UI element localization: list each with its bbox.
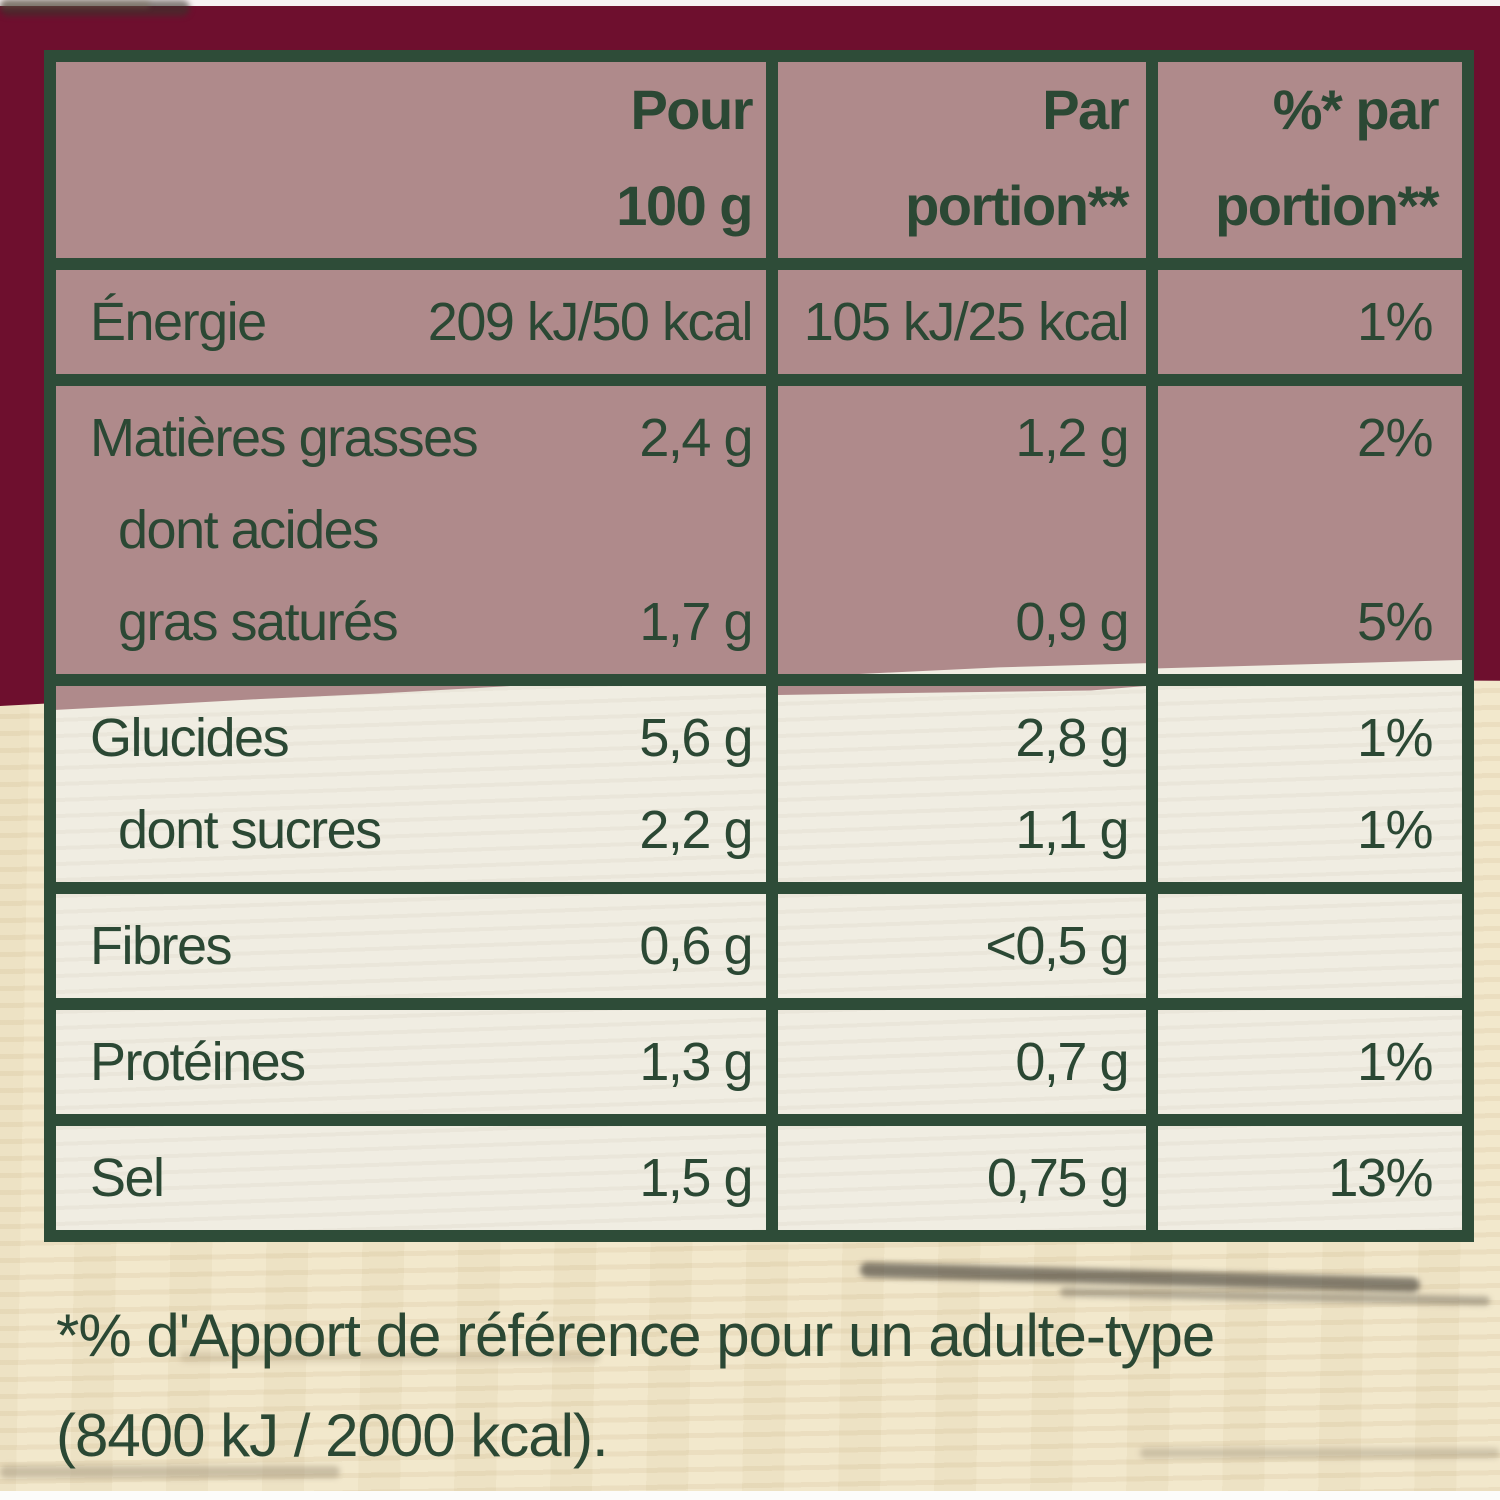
wood-streak (0, 0, 150, 8)
cell-per-portion: 0,7 g (766, 998, 1158, 1126)
table-row-energie: Énergie 209 kJ/50 kcal 105 kJ/25 kcal 1% (44, 258, 1474, 386)
nutrient-label: Énergie (90, 292, 267, 352)
per-100g-value: 1,3 g (639, 1032, 753, 1092)
cell-per-portion: <0,5 g (766, 882, 1158, 1010)
pct-portion-value: 13% (1328, 1148, 1433, 1208)
header-pct-per-portion: %* par portion** (1146, 50, 1474, 270)
cell-per-portion: 0,75 g (766, 1114, 1158, 1242)
nutrient-label: Protéines (90, 1032, 306, 1092)
per-portion-value: 0,7 g (1015, 1032, 1129, 1092)
per-100g-value: 5,6 g (639, 708, 753, 768)
pct-portion-value: 2% (1356, 408, 1434, 468)
wood-streak (1140, 1448, 1500, 1458)
per-portion-value: 2,8 g (1015, 708, 1129, 768)
cell-label-per100: Sel 1,5 g (44, 1114, 778, 1242)
table-row-fibres: Fibres 0,6 g <0,5 g (44, 882, 1474, 1010)
pct-portion-value (1164, 900, 1456, 992)
per-100g-value: 1,5 g (639, 1148, 753, 1208)
nutrient-label: Glucides (90, 708, 290, 768)
reference-intake-footnote: *% d'Apport de référence pour un adulte-… (56, 1302, 1215, 1469)
table-row-glucides: Glucides 5,6 g dont sucres 2,2 g 2,8 g 1… (44, 674, 1474, 894)
cell-label-per100: Glucides 5,6 g dont sucres 2,2 g (44, 674, 778, 894)
pct-portion-value: 1% (1356, 708, 1434, 768)
table-row-sel: Sel 1,5 g 0,75 g 13% (44, 1114, 1474, 1242)
header-per-portion: Par portion** (766, 50, 1158, 270)
table-row-proteines: Protéines 1,3 g 0,7 g 1% (44, 998, 1474, 1126)
nutrient-sublabel: dont acides (118, 500, 379, 560)
cell-label-per100: Fibres 0,6 g (44, 882, 778, 1010)
nutrition-table: Pour 100 g Par portion** %* par portion*… (44, 50, 1474, 1242)
nutrient-label: Matières grasses (90, 408, 479, 468)
cell-pct-portion: 1% (1146, 998, 1474, 1126)
pct-portion-value: 1% (1356, 292, 1434, 352)
table-header-row: Pour 100 g Par portion** %* par portion*… (44, 50, 1474, 270)
nutrient-sublabel: dont sucres (118, 800, 382, 860)
cell-pct-portion: 2% 5% (1146, 374, 1474, 686)
nutrient-label: Fibres (90, 916, 233, 976)
cell-pct-portion (1146, 882, 1474, 1010)
bottom-edge-strip (0, 1491, 1500, 1500)
pct-portion-value: 5% (1356, 592, 1434, 652)
per-100g-value: 1,7 g (639, 592, 753, 652)
per-100g-value: 0,6 g (639, 916, 753, 976)
nutrient-label: Sel (90, 1148, 165, 1208)
nutrient-sublabel: gras saturés (118, 592, 399, 652)
per-100g-value: 209 kJ/50 kcal (427, 292, 754, 352)
header-per-100g: Pour 100 g (44, 50, 778, 270)
per-portion-value: 1,1 g (1015, 800, 1129, 860)
per-portion-value: 105 kJ/25 kcal (803, 292, 1130, 352)
per-100g-value: 2,2 g (639, 800, 753, 860)
wood-streak (0, 1466, 340, 1478)
per-portion-value: <0,5 g (985, 916, 1129, 976)
cell-label-per100: Énergie 209 kJ/50 kcal (44, 258, 778, 386)
cell-pct-portion: 1% 1% (1146, 674, 1474, 894)
wood-streak (0, 0, 190, 16)
wood-streak (180, 1352, 600, 1362)
cell-per-portion: 105 kJ/25 kcal (766, 258, 1158, 386)
cell-label-per100: Matières grasses 2,4 g dont acides gras … (44, 374, 778, 686)
top-edge-strip (0, 0, 1500, 6)
cell-per-portion: 2,8 g 1,1 g (766, 674, 1158, 894)
table-row-matieres-grasses: Matières grasses 2,4 g dont acides gras … (44, 374, 1474, 686)
cell-label-per100: Protéines 1,3 g (44, 998, 778, 1126)
pct-portion-value: 1% (1356, 800, 1434, 860)
cell-pct-portion: 1% (1146, 258, 1474, 386)
per-portion-value: 0,75 g (986, 1148, 1130, 1208)
per-portion-value: 0,9 g (1015, 592, 1129, 652)
per-100g-value: 2,4 g (639, 408, 753, 468)
cell-pct-portion: 13% (1146, 1114, 1474, 1242)
cell-per-portion: 1,2 g 0,9 g (766, 374, 1158, 686)
per-portion-value: 1,2 g (1015, 408, 1129, 468)
pct-portion-value: 1% (1356, 1032, 1434, 1092)
